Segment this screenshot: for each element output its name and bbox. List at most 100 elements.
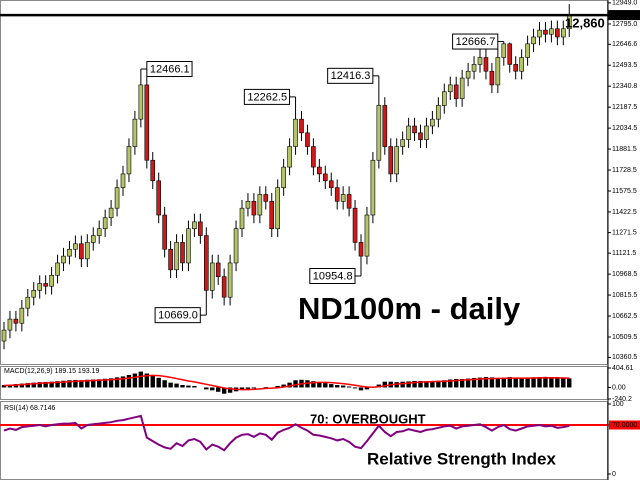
candle-body xyxy=(239,207,245,230)
macd-bar xyxy=(442,380,447,388)
candle-body xyxy=(430,118,435,127)
macd-bar xyxy=(55,381,60,388)
macd-bar xyxy=(281,384,286,388)
macd-bar xyxy=(43,381,48,388)
candle-body xyxy=(447,84,453,93)
candle-body xyxy=(198,221,203,236)
y-tick-label: 12795.0 xyxy=(612,21,637,28)
y-tick-label: 70.0000 xyxy=(612,422,637,429)
y-tick-label: 11121.5 xyxy=(612,250,636,257)
y-tick-label: 12949.0 xyxy=(612,0,637,7)
label-box xyxy=(154,307,201,324)
macd-bar xyxy=(156,377,161,388)
candle-body xyxy=(412,125,417,134)
macd-bar xyxy=(465,378,471,388)
y-tick-label: -240.2 xyxy=(612,396,632,403)
candle-body xyxy=(156,180,161,216)
macd-bar xyxy=(31,382,36,388)
candle-body xyxy=(299,118,304,134)
macd-bar xyxy=(144,373,149,388)
candle-body xyxy=(537,29,542,38)
candle-body xyxy=(549,28,554,35)
candle-body xyxy=(287,146,292,168)
data-label: 10669.0 xyxy=(158,310,198,322)
label-box xyxy=(146,61,193,78)
candle-body xyxy=(269,201,275,230)
macd-bar xyxy=(346,386,352,388)
label-box xyxy=(309,268,356,285)
candle-body xyxy=(102,217,108,230)
macd-bar xyxy=(471,378,477,388)
macd-bar xyxy=(227,387,233,393)
last-price-label: 12,860 xyxy=(565,16,605,31)
candle-body xyxy=(358,242,364,257)
macd-bar xyxy=(79,380,84,388)
macd-bar xyxy=(459,379,465,388)
candle-body xyxy=(531,36,536,45)
macd-bar xyxy=(329,384,334,388)
macd-bar xyxy=(49,381,54,388)
candle-body xyxy=(79,243,84,260)
macd-bar xyxy=(513,377,518,388)
macd-bar xyxy=(67,380,72,388)
candle-body xyxy=(132,118,138,147)
macd-bar xyxy=(543,376,548,388)
candle-body xyxy=(328,180,334,188)
candle-body xyxy=(7,318,13,331)
macd-bar xyxy=(418,380,423,388)
rsi-label: RSI(14) 68.7146 xyxy=(4,405,55,412)
macd-bar xyxy=(561,377,566,388)
y-tick-label: 0 xyxy=(612,471,616,478)
macd-bar xyxy=(364,387,370,390)
candle-body xyxy=(90,235,96,243)
macd-label: MACD(12,26,9) 189.15 193.19 xyxy=(4,368,99,375)
macd-bar xyxy=(549,377,554,388)
macd-bar xyxy=(239,387,245,390)
macd-bar xyxy=(186,385,191,388)
candle-body xyxy=(221,276,227,298)
candle-body xyxy=(483,57,489,72)
macd-bar xyxy=(85,379,90,388)
y-tick-label: 11728.5 xyxy=(612,167,637,174)
candle-body xyxy=(19,307,25,324)
macd-bar xyxy=(13,384,19,388)
candle-body xyxy=(400,139,405,147)
y-tick-label: 10968.5 xyxy=(612,271,637,278)
macd-bar xyxy=(352,387,358,389)
macd-bar xyxy=(126,374,132,388)
candle-body xyxy=(138,84,144,120)
chart-title: ND100m - daily xyxy=(298,291,521,326)
y-tick-label: 10509.5 xyxy=(612,334,637,341)
macd-bar xyxy=(1,385,7,388)
last-price-axis-label: 12860.0 xyxy=(611,12,636,19)
macd-bar xyxy=(168,382,173,388)
candle-body xyxy=(96,228,102,236)
candle-body xyxy=(382,105,388,147)
candle-body xyxy=(251,201,257,216)
macd-bar xyxy=(245,387,251,389)
macd-bar xyxy=(335,385,340,388)
macd-bar xyxy=(400,381,405,388)
y-tick-label: 11881.5 xyxy=(612,146,637,153)
data-label: 12262.5 xyxy=(247,91,287,103)
candle-body xyxy=(459,77,465,99)
candle-body xyxy=(340,194,346,202)
candle-body xyxy=(555,28,560,38)
macd-bar xyxy=(73,380,78,388)
candle-body xyxy=(275,187,281,230)
macd-bar xyxy=(108,378,114,388)
y-tick-label: 11271.5 xyxy=(612,229,637,236)
candle-body xyxy=(471,64,477,72)
macd-bar xyxy=(317,382,322,388)
macd-bar xyxy=(424,381,429,388)
candle-body xyxy=(477,57,483,65)
candle-body xyxy=(424,125,429,140)
candle-body xyxy=(317,166,322,175)
candle-body xyxy=(352,207,358,243)
macd-bar xyxy=(216,387,221,392)
y-tick-label: 404.61 xyxy=(612,365,634,372)
macd-bar xyxy=(120,376,126,388)
candle-body xyxy=(263,194,269,202)
candle-body xyxy=(519,57,524,72)
